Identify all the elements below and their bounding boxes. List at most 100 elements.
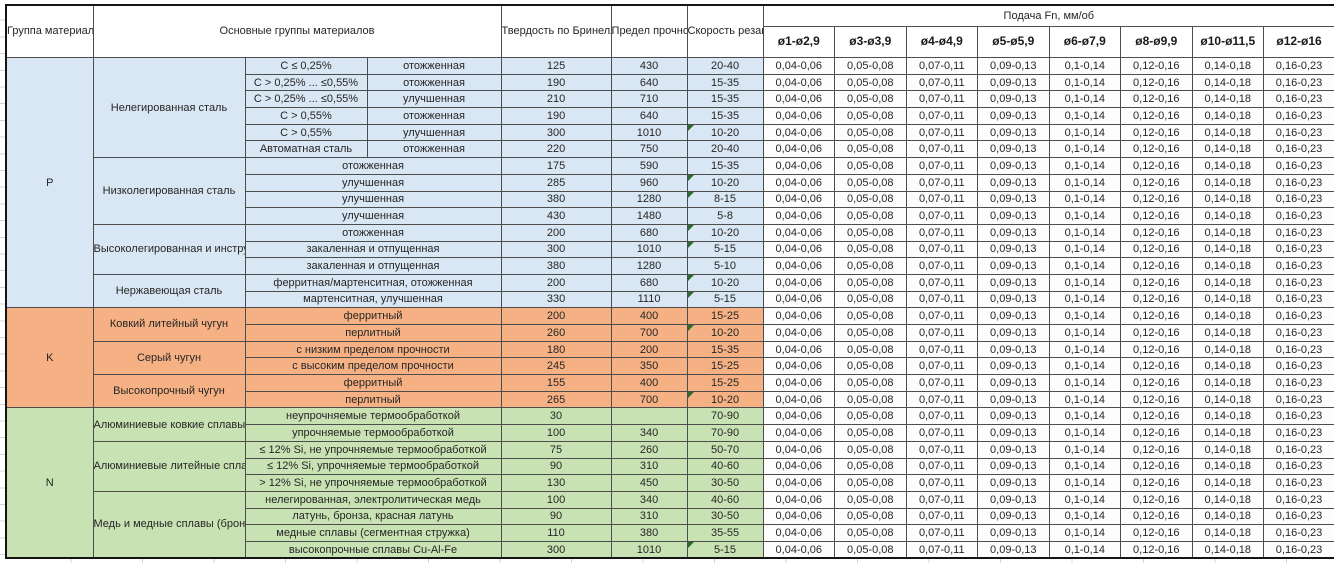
- cell-hardness-hb[interactable]: 380: [500, 257, 612, 275]
- cell-feed-fn[interactable]: 0,16-0,23: [1263, 457, 1334, 476]
- cell-feed-fn[interactable]: 0,12-0,16: [1120, 140, 1193, 159]
- cell-feed-fn[interactable]: 0,12-0,16: [1120, 157, 1193, 175]
- cell-feed-fn[interactable]: 0,07-0,11: [905, 457, 979, 476]
- cell-speed-vc[interactable]: 10-20: [686, 123, 764, 142]
- cell-subgroup-name[interactable]: Ковкий литейный чугун: [92, 307, 246, 342]
- cell-subgroup-name[interactable]: Серый чугун: [92, 340, 246, 376]
- cell-feed-fn[interactable]: 0,12-0,16: [1120, 524, 1193, 542]
- cell-material-desc[interactable]: улучшенная: [244, 207, 502, 225]
- cell-hardness-hb[interactable]: 265: [500, 390, 612, 409]
- cell-feed-fn[interactable]: 0,16-0,23: [1263, 240, 1334, 259]
- cell-material-state[interactable]: отожженная: [366, 140, 502, 159]
- cell-feed-fn[interactable]: 0,14-0,18: [1191, 424, 1265, 442]
- cell-tensile-rm[interactable]: 1010: [610, 123, 688, 142]
- cell-feed-fn[interactable]: 0,14-0,18: [1191, 507, 1265, 526]
- cell-group-code[interactable]: K: [5, 307, 94, 409]
- cell-tensile-rm[interactable]: 310: [610, 507, 688, 526]
- cell-feed-fn[interactable]: 0,07-0,11: [905, 157, 979, 175]
- cell-feed-fn[interactable]: 0,05-0,08: [834, 390, 907, 409]
- cell-feed-fn[interactable]: 0,12-0,16: [1120, 440, 1193, 459]
- cell-feed-fn[interactable]: 0,14-0,18: [1191, 374, 1265, 392]
- cell-feed-fn[interactable]: 0,09-0,13: [977, 123, 1050, 142]
- cell-feed-fn[interactable]: 0,09-0,13: [977, 190, 1050, 209]
- cell-feed-fn[interactable]: 0,12-0,16: [1120, 240, 1193, 259]
- header-main-material-groups[interactable]: Основные группы материалов: [92, 4, 502, 58]
- cell-feed-fn[interactable]: 0,07-0,11: [905, 324, 979, 342]
- cell-feed-fn[interactable]: 0,14-0,18: [1191, 290, 1265, 309]
- cell-feed-fn[interactable]: 0,09-0,13: [977, 207, 1050, 225]
- cell-speed-vc[interactable]: 10-20: [686, 390, 764, 409]
- cell-material-spec[interactable]: C > 0,55%: [244, 123, 368, 142]
- cell-feed-fn[interactable]: 0,12-0,16: [1120, 73, 1193, 92]
- cell-feed-fn[interactable]: 0,14-0,18: [1191, 107, 1265, 125]
- cell-material-desc[interactable]: ≤ 12% Si, упрочняемые термообработкой: [244, 457, 502, 476]
- cell-material-desc[interactable]: улучшенная: [244, 173, 502, 192]
- cell-feed-fn[interactable]: 0,16-0,23: [1263, 507, 1334, 526]
- cell-feed-fn[interactable]: 0,04-0,06: [762, 474, 836, 492]
- cell-subgroup-name[interactable]: Алюминиевые литейные сплавы: [92, 440, 246, 492]
- cell-feed-fn[interactable]: 0,09-0,13: [977, 90, 1050, 109]
- cell-tensile-rm[interactable]: 430: [610, 57, 688, 75]
- cell-feed-fn[interactable]: 0,1-0,14: [1048, 407, 1122, 426]
- cell-feed-fn[interactable]: 0,05-0,08: [834, 424, 907, 442]
- cell-feed-fn[interactable]: 0,16-0,23: [1263, 540, 1334, 559]
- cell-feed-fn[interactable]: 0,16-0,23: [1263, 207, 1334, 225]
- cell-feed-fn[interactable]: 0,04-0,06: [762, 340, 836, 359]
- cell-feed-fn[interactable]: 0,16-0,23: [1263, 273, 1334, 292]
- header-diameter-range[interactable]: ø10-ø11,5: [1191, 26, 1265, 58]
- cell-feed-fn[interactable]: 0,07-0,11: [905, 374, 979, 392]
- cell-feed-fn[interactable]: 0,05-0,08: [834, 507, 907, 526]
- cell-feed-fn[interactable]: 0,09-0,13: [977, 340, 1050, 359]
- cell-feed-fn[interactable]: 0,07-0,11: [905, 257, 979, 275]
- cell-feed-fn[interactable]: 0,12-0,16: [1120, 223, 1193, 242]
- cell-feed-fn[interactable]: 0,05-0,08: [834, 490, 907, 509]
- cell-feed-fn[interactable]: 0,09-0,13: [977, 57, 1050, 75]
- cell-feed-fn[interactable]: 0,05-0,08: [834, 290, 907, 309]
- cell-tensile-rm[interactable]: 640: [610, 73, 688, 92]
- cell-hardness-hb[interactable]: 300: [500, 123, 612, 142]
- cell-feed-fn[interactable]: 0,07-0,11: [905, 540, 979, 559]
- cell-feed-fn[interactable]: 0,09-0,13: [977, 440, 1050, 459]
- cell-tensile-rm[interactable]: 340: [610, 424, 688, 442]
- cell-feed-fn[interactable]: 0,09-0,13: [977, 273, 1050, 292]
- cell-speed-vc[interactable]: 70-90: [686, 424, 764, 442]
- cell-feed-fn[interactable]: 0,04-0,06: [762, 290, 836, 309]
- cell-feed-fn[interactable]: 0,07-0,11: [905, 424, 979, 442]
- cell-material-desc[interactable]: ферритный: [244, 374, 502, 392]
- cell-tensile-rm[interactable]: 350: [610, 357, 688, 376]
- cell-feed-fn[interactable]: 0,16-0,23: [1263, 123, 1334, 142]
- cell-feed-fn[interactable]: 0,04-0,06: [762, 123, 836, 142]
- cell-feed-fn[interactable]: 0,04-0,06: [762, 273, 836, 292]
- cell-feed-fn[interactable]: 0,09-0,13: [977, 457, 1050, 476]
- cell-feed-fn[interactable]: 0,1-0,14: [1048, 507, 1122, 526]
- cell-speed-vc[interactable]: 15-25: [686, 374, 764, 392]
- cell-feed-fn[interactable]: 0,07-0,11: [905, 90, 979, 109]
- cell-tensile-rm[interactable]: 1480: [610, 207, 688, 225]
- cell-feed-fn[interactable]: 0,05-0,08: [834, 157, 907, 175]
- cell-tensile-rm[interactable]: 450: [610, 474, 688, 492]
- cell-feed-fn[interactable]: 0,16-0,23: [1263, 290, 1334, 309]
- cell-feed-fn[interactable]: 0,16-0,23: [1263, 390, 1334, 409]
- cell-hardness-hb[interactable]: 180: [500, 340, 612, 359]
- cell-feed-fn[interactable]: 0,04-0,06: [762, 90, 836, 109]
- cell-tensile-rm[interactable]: 1010: [610, 540, 688, 559]
- cell-feed-fn[interactable]: 0,04-0,06: [762, 440, 836, 459]
- cell-feed-fn[interactable]: 0,14-0,18: [1191, 524, 1265, 542]
- cell-feed-fn[interactable]: 0,05-0,08: [834, 324, 907, 342]
- cell-feed-fn[interactable]: 0,1-0,14: [1048, 223, 1122, 242]
- cell-feed-fn[interactable]: 0,04-0,06: [762, 324, 836, 342]
- cell-feed-fn[interactable]: 0,16-0,23: [1263, 490, 1334, 509]
- cell-feed-fn[interactable]: 0,1-0,14: [1048, 424, 1122, 442]
- cell-feed-fn[interactable]: 0,1-0,14: [1048, 157, 1122, 175]
- header-diameter-range[interactable]: ø6-ø7,9: [1048, 26, 1122, 58]
- cell-feed-fn[interactable]: 0,1-0,14: [1048, 440, 1122, 459]
- cell-feed-fn[interactable]: 0,14-0,18: [1191, 457, 1265, 476]
- cell-material-state[interactable]: отожженная: [366, 107, 502, 125]
- cell-feed-fn[interactable]: 0,12-0,16: [1120, 407, 1193, 426]
- cell-feed-fn[interactable]: 0,16-0,23: [1263, 90, 1334, 109]
- cell-feed-fn[interactable]: 0,16-0,23: [1263, 257, 1334, 275]
- cell-material-desc[interactable]: ферритный: [244, 307, 502, 325]
- cell-tensile-rm[interactable]: 310: [610, 457, 688, 476]
- cell-feed-fn[interactable]: 0,16-0,23: [1263, 157, 1334, 175]
- cell-feed-fn[interactable]: 0,09-0,13: [977, 290, 1050, 309]
